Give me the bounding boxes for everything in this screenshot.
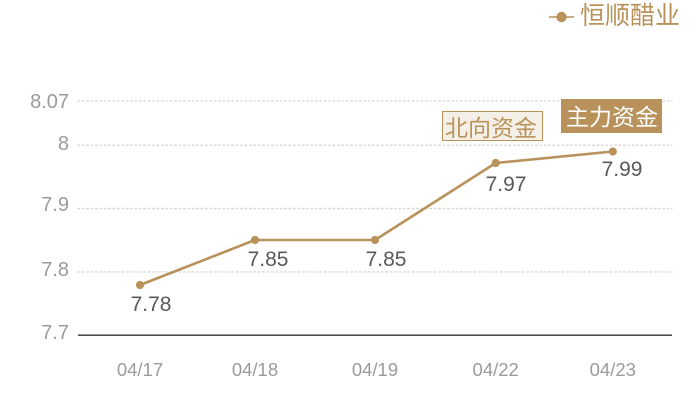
svg-text:主力资金: 主力资金 (566, 104, 658, 130)
svg-text:北向资金: 北向资金 (445, 115, 537, 141)
